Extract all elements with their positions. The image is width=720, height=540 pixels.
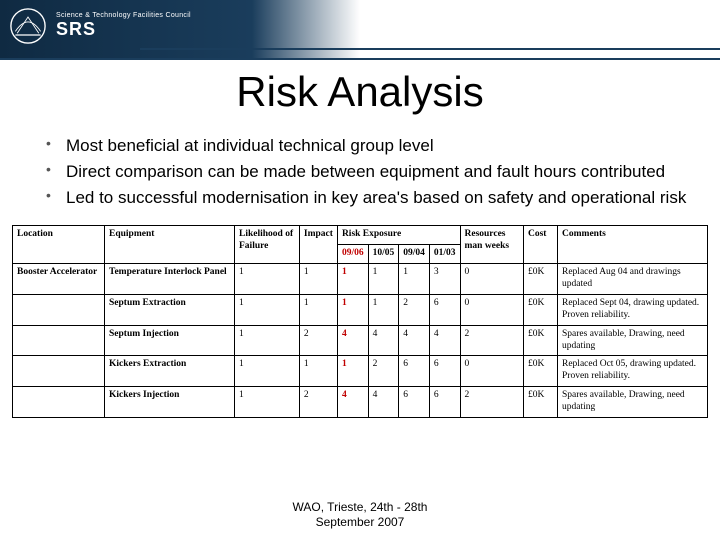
slide-header: Science & Technology Facilities Council …	[0, 0, 720, 60]
table-cell: 2	[299, 387, 337, 418]
table-cell: Replaced Sept 04, drawing updated. Prove…	[558, 294, 708, 325]
table-cell: Kickers Extraction	[105, 356, 235, 387]
table-cell: 1	[235, 264, 300, 295]
table-cell: 0	[460, 264, 524, 295]
table-cell: 1	[337, 356, 368, 387]
table-body: Booster AcceleratorTemperature Interlock…	[13, 264, 708, 418]
header-divider	[140, 48, 720, 50]
table-row: Booster AcceleratorTemperature Interlock…	[13, 264, 708, 295]
table-cell: 1	[299, 356, 337, 387]
table-cell: £0K	[524, 387, 558, 418]
table-cell: £0K	[524, 325, 558, 356]
table-cell: 6	[429, 387, 460, 418]
footer-line1: WAO, Trieste, 24th - 28th	[0, 500, 720, 515]
bullet-item: Most beneficial at individual technical …	[46, 134, 688, 158]
table-row: Kickers Extraction1112660£0KReplaced Oct…	[13, 356, 708, 387]
col-year: 09/04	[399, 245, 430, 264]
table-cell: Booster Accelerator	[13, 264, 105, 295]
table-cell: 1	[399, 264, 430, 295]
risk-table: Location Equipment Likelihood of Failure…	[12, 225, 708, 418]
table-cell: 2	[460, 387, 524, 418]
slide-title: Risk Analysis	[0, 68, 720, 116]
table-cell: 6	[399, 356, 430, 387]
table-cell: 1	[235, 294, 300, 325]
srs-logo-icon	[10, 8, 46, 44]
table-cell: 1	[235, 387, 300, 418]
col-year: 01/03	[429, 245, 460, 264]
bullet-item: Led to successful modernisation in key a…	[46, 186, 688, 210]
table-cell: 1	[235, 356, 300, 387]
table-cell: 4	[337, 325, 368, 356]
col-year: 09/06	[337, 245, 368, 264]
table-cell: £0K	[524, 264, 558, 295]
table-cell	[13, 294, 105, 325]
table-cell: Spares available, Drawing, need updating	[558, 325, 708, 356]
col-year: 10/05	[368, 245, 399, 264]
table-cell: £0K	[524, 356, 558, 387]
table-cell: 1	[368, 264, 399, 295]
table-cell: Septum Injection	[105, 325, 235, 356]
table-cell: 1	[299, 264, 337, 295]
bullet-item: Direct comparison can be made between eq…	[46, 160, 688, 184]
table-cell: 4	[429, 325, 460, 356]
table-cell: 0	[460, 294, 524, 325]
table-cell: 2	[299, 325, 337, 356]
table-cell	[13, 387, 105, 418]
col-equipment: Equipment	[105, 226, 235, 264]
table-cell: 1	[368, 294, 399, 325]
table-cell: 4	[368, 325, 399, 356]
table-cell: Replaced Aug 04 and drawings updated	[558, 264, 708, 295]
table-cell: 3	[429, 264, 460, 295]
logo-subtitle: Science & Technology Facilities Council	[56, 12, 191, 19]
table-cell: 1	[235, 325, 300, 356]
col-risk-exposure: Risk Exposure	[337, 226, 460, 245]
table-cell: 4	[337, 387, 368, 418]
table-cell: 4	[368, 387, 399, 418]
table-cell: 6	[429, 356, 460, 387]
col-lof: Likelihood of Failure	[235, 226, 300, 264]
col-location: Location	[13, 226, 105, 264]
table-cell: 2	[368, 356, 399, 387]
slide-footer: WAO, Trieste, 24th - 28th September 2007	[0, 500, 720, 530]
footer-line2: September 2007	[0, 515, 720, 530]
col-cost: Cost	[524, 226, 558, 264]
table-cell: 4	[399, 325, 430, 356]
table-row: Kickers Injection1244662£0KSpares availa…	[13, 387, 708, 418]
table-cell: 2	[399, 294, 430, 325]
table-row: Septum Extraction1111260£0KReplaced Sept…	[13, 294, 708, 325]
table-cell: £0K	[524, 294, 558, 325]
table-cell: 0	[460, 356, 524, 387]
table-cell	[13, 356, 105, 387]
col-comments: Comments	[558, 226, 708, 264]
table-header-row: Location Equipment Likelihood of Failure…	[13, 226, 708, 245]
table-row: Septum Injection1244442£0KSpares availab…	[13, 325, 708, 356]
table-cell: 2	[460, 325, 524, 356]
table-cell: Temperature Interlock Panel	[105, 264, 235, 295]
logo-title: SRS	[56, 19, 191, 40]
col-resources: Resources man weeks	[460, 226, 524, 264]
table-cell: 6	[429, 294, 460, 325]
table-cell: Replaced Oct 05, drawing updated. Proven…	[558, 356, 708, 387]
table-cell: 1	[299, 294, 337, 325]
table-cell: Spares available, Drawing, need updating	[558, 387, 708, 418]
table-cell	[13, 325, 105, 356]
bullet-list: Most beneficial at individual technical …	[46, 134, 688, 209]
logo-area: Science & Technology Facilities Council …	[10, 8, 191, 44]
table-cell: Septum Extraction	[105, 294, 235, 325]
col-impact: Impact	[299, 226, 337, 264]
risk-table-container: Location Equipment Likelihood of Failure…	[12, 225, 708, 418]
table-cell: 6	[399, 387, 430, 418]
table-cell: 1	[337, 294, 368, 325]
table-cell: 1	[337, 264, 368, 295]
table-cell: Kickers Injection	[105, 387, 235, 418]
